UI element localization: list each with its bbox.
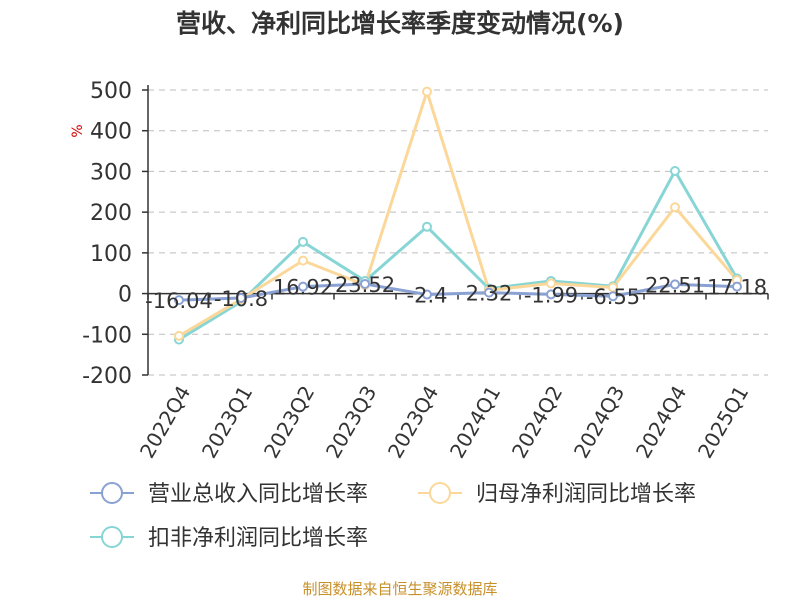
data-point-net-profit (670, 202, 680, 213)
data-point-net-profit (298, 255, 308, 266)
source-note: 制图数据来自恒生聚源数据库 (302, 580, 497, 598)
data-label-revenue: 16.92 (273, 276, 333, 300)
data-label-revenue: 23.52 (335, 273, 395, 297)
x-tick-label: 2023Q3 (321, 382, 381, 463)
data-point-revenue (236, 292, 246, 303)
legend-marker-net-profit (429, 482, 451, 504)
y-tick-label: 0 (118, 283, 132, 308)
legend-label-deducted-profit: 扣非净利润同比增长率 (148, 526, 368, 551)
y-tick-label: 200 (90, 201, 132, 226)
y-tick-label: 500 (90, 79, 132, 104)
data-labels: -16.04 -10.8 16.92 23.52 -2.4 2.32 -1.99 -6.55 2… (145, 273, 767, 313)
x-tick-label: 2024Q2 (507, 382, 567, 463)
y-tick-label: -200 (82, 364, 132, 389)
legend: 营业总收入同比增长率 归母净利润同比增长率 扣非净利润同比增长率 (90, 482, 696, 551)
data-point-deducted-profit (298, 236, 308, 247)
x-tick-label: 2024Q3 (569, 382, 629, 463)
legend-item-deducted-profit[interactable]: 扣非净利润同比增长率 (90, 526, 368, 551)
data-point-deducted-profit (670, 166, 680, 177)
series-line-net-profit (178, 90, 739, 338)
data-label-revenue: -10.8 (214, 287, 268, 311)
data-point-deducted-profit (422, 221, 432, 232)
y-tick-label: -100 (82, 323, 132, 348)
x-tick-label: 2022Q4 (135, 382, 195, 463)
data-point-revenue (484, 287, 494, 298)
series (174, 86, 742, 345)
y-tick-label: 100 (90, 242, 132, 267)
data-point-revenue (360, 278, 370, 289)
legend-marker-deducted-profit (101, 526, 123, 548)
data-label-revenue: -16.04 (145, 289, 213, 313)
data-label-revenue: -1.99 (524, 283, 578, 307)
data-point-revenue (546, 289, 556, 300)
x-tick-label: 2024Q1 (445, 382, 505, 463)
legend-marker-revenue (101, 482, 123, 504)
series-line-deducted-profit (178, 169, 739, 341)
axes (142, 85, 769, 376)
x-axis-ticks: 2022Q4 2023Q1 2023Q2 2023Q3 2023Q4 2024Q1 2024… (135, 382, 753, 463)
x-tick-label: 2023Q2 (259, 382, 319, 463)
data-label-revenue: -6.55 (586, 285, 640, 309)
x-tick-label: 2023Q1 (197, 382, 257, 463)
grid (148, 89, 768, 376)
data-label-revenue: 22.51 (645, 273, 705, 297)
data-point-net-profit (422, 86, 432, 97)
legend-item-net-profit[interactable]: 归母净利润同比增长率 (418, 482, 696, 507)
data-label-revenue: 17.18 (707, 276, 767, 300)
y-axis-ticks: 500 400 300 200 100 0 -100 -200 (82, 79, 132, 389)
x-tick-label: 2024Q4 (631, 382, 691, 463)
data-point-net-profit (174, 330, 184, 341)
data-point-revenue (608, 291, 618, 302)
series-line-revenue (178, 282, 738, 302)
data-label-revenue: -2.4 (407, 284, 448, 308)
data-point-revenue (298, 281, 308, 292)
data-point-revenue (422, 289, 432, 300)
data-point-net-profit (546, 278, 556, 289)
legend-label-net-profit: 归母净利润同比增长率 (476, 482, 696, 507)
data-label-revenue: 2.32 (466, 282, 513, 306)
legend-label-revenue: 营业总收入同比增长率 (148, 482, 368, 507)
y-tick-label: 400 (90, 120, 132, 145)
data-point-revenue (732, 281, 742, 292)
y-tick-label: 300 (90, 160, 132, 185)
x-tick-label: 2025Q1 (693, 382, 753, 463)
x-tick-label: 2023Q4 (383, 382, 443, 463)
legend-item-revenue[interactable]: 营业总收入同比增长率 (90, 482, 368, 507)
data-point-revenue (670, 279, 680, 290)
data-point-revenue (174, 295, 184, 306)
y-axis-unit: % (70, 124, 86, 137)
chart-title: 营收、净利同比增长率季度变动情况(%) (176, 9, 624, 38)
